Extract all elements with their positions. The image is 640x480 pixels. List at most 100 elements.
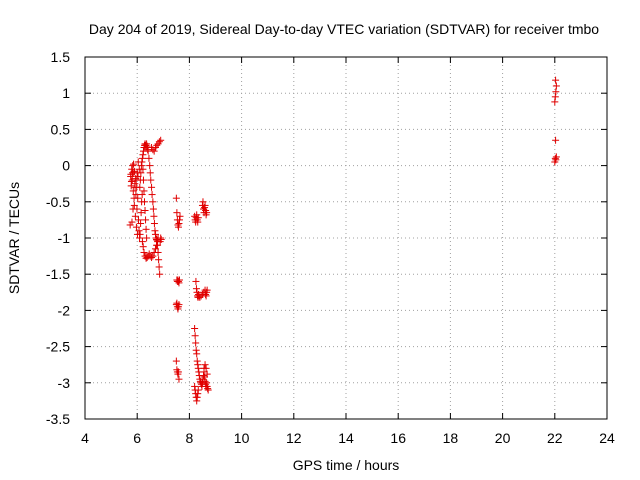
data-point — [137, 162, 145, 170]
data-point — [192, 277, 200, 285]
data-point — [138, 191, 146, 199]
data-point — [126, 221, 134, 229]
data-point — [174, 223, 182, 231]
data-point — [175, 279, 183, 287]
data-point — [155, 256, 163, 264]
data-point — [199, 198, 207, 206]
data-point — [203, 209, 211, 217]
data-point — [174, 368, 182, 376]
x-tick-label: 16 — [390, 430, 406, 446]
data-point — [148, 254, 156, 262]
y-tick-label: -3 — [58, 375, 71, 391]
x-tick-label: 10 — [234, 430, 250, 446]
data-point — [153, 236, 161, 244]
data-point — [137, 209, 145, 217]
data-point — [201, 361, 209, 369]
y-tick-label: -3.5 — [46, 411, 70, 427]
data-point — [193, 357, 201, 365]
data-point — [141, 206, 149, 214]
data-point — [175, 301, 183, 309]
data-point — [194, 214, 202, 222]
data-point — [149, 252, 157, 260]
data-point — [202, 292, 210, 300]
data-point — [552, 136, 560, 144]
data-point — [146, 162, 154, 170]
data-point — [157, 136, 165, 144]
data-point — [151, 227, 159, 235]
data-point — [552, 153, 560, 161]
data-point — [193, 397, 201, 405]
data-point — [175, 220, 183, 228]
data-point — [175, 276, 183, 284]
grid-lines — [85, 57, 607, 419]
data-point — [141, 198, 149, 206]
data-point — [138, 158, 146, 166]
y-tick-labels: -3.5 -3 -2.5 -2 -1.5 -1 -0.5 0 0.5 1 1.5 — [46, 49, 70, 427]
data-point — [203, 379, 211, 387]
data-point — [148, 191, 156, 199]
data-point — [552, 156, 560, 164]
data-point — [127, 178, 135, 186]
data-point — [204, 385, 212, 393]
y-tick-label: -1 — [58, 230, 71, 246]
data-point — [129, 205, 137, 213]
y-tick-label: -2 — [58, 302, 71, 318]
data-point — [150, 220, 158, 228]
data-point — [145, 154, 153, 162]
y-tick-label: -0.5 — [46, 194, 70, 210]
y-tick-label: 1 — [62, 85, 70, 101]
data-points — [126, 76, 560, 405]
data-point — [137, 220, 145, 228]
data-point — [191, 382, 199, 390]
data-point — [203, 286, 211, 294]
data-point — [139, 151, 147, 159]
data-point — [194, 390, 202, 398]
data-point — [192, 339, 200, 347]
data-point — [551, 154, 559, 162]
data-point — [151, 245, 159, 253]
data-point — [157, 234, 165, 242]
data-point — [552, 76, 560, 84]
data-point — [204, 386, 212, 394]
data-point — [140, 187, 148, 195]
data-point — [137, 169, 145, 177]
x-tick-label: 14 — [338, 430, 354, 446]
data-point — [175, 375, 183, 383]
data-point — [149, 205, 157, 213]
data-point — [132, 191, 140, 199]
data-point — [176, 212, 184, 220]
data-point — [201, 201, 209, 209]
data-point — [193, 350, 201, 358]
data-point — [143, 142, 151, 150]
data-point — [153, 141, 161, 149]
data-point — [132, 175, 140, 183]
data-point — [129, 162, 137, 170]
data-point — [142, 216, 150, 224]
data-point — [146, 169, 154, 177]
data-point — [156, 270, 164, 278]
data-point — [132, 223, 140, 231]
data-point — [173, 209, 181, 217]
data-point — [148, 183, 156, 191]
x-tick-label: 20 — [495, 430, 511, 446]
data-point — [143, 234, 151, 242]
x-tick-label: 8 — [186, 430, 194, 446]
data-point — [202, 364, 210, 372]
data-point — [175, 216, 183, 224]
data-point — [127, 170, 135, 178]
data-point — [193, 393, 201, 401]
data-point — [194, 218, 202, 226]
data-point — [149, 198, 157, 206]
y-tick-label: 1.5 — [51, 49, 71, 65]
y-tick-label: -2.5 — [46, 339, 70, 355]
axis-ticks — [84, 56, 608, 420]
y-tick-label: 0.5 — [51, 121, 71, 137]
data-point — [136, 230, 144, 238]
data-point — [192, 346, 200, 354]
x-axis-label: GPS time / hours — [293, 457, 400, 473]
data-point — [551, 98, 559, 106]
y-tick-label: -1.5 — [46, 266, 70, 282]
data-point — [172, 194, 180, 202]
data-point — [201, 377, 209, 385]
